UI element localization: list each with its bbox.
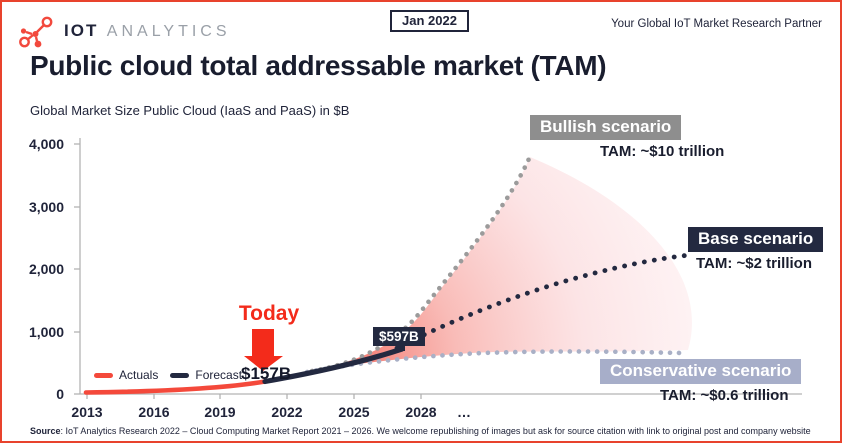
x-tick-2019: 2019 — [204, 404, 236, 420]
y-tick-0: 0 — [56, 386, 64, 402]
today-arrow-icon — [244, 329, 283, 371]
x-tick-2013: 2013 — [71, 404, 103, 420]
y-tick-3000: 3,000 — [28, 199, 64, 215]
forecast-end-value-pointer — [396, 345, 405, 351]
forecast-legend-label: Forecast — [195, 368, 243, 382]
date-badge: Jan 2022 — [390, 10, 469, 32]
today-value-label: $157B — [241, 364, 292, 383]
x-axis-ticks — [86, 394, 422, 399]
forecast-end-value-label: $597B — [373, 327, 425, 346]
brand-name-secondary: ANALYTICS — [106, 23, 231, 40]
x-tick-2025: 2025 — [338, 404, 370, 420]
base-scenario-line — [394, 252, 693, 351]
forecast-line — [262, 346, 405, 385]
base-scenario-label: Base scenario — [688, 227, 824, 252]
source-note: Source: IoT Analytics Research 2022 – Cl… — [30, 426, 830, 436]
chart-legend: Actuals Forecast — [94, 368, 248, 382]
actuals-legend-label: Actuals — [119, 368, 159, 382]
conservative-scenario-label: Conservative scenario — [600, 359, 802, 384]
source-note-label: Source — [30, 426, 61, 436]
x-tick-2022: 2022 — [271, 404, 303, 420]
x-tick-2016: 2016 — [138, 404, 170, 420]
y-tick-4000: 4,000 — [28, 136, 64, 152]
source-note-text: : IoT Analytics Research 2022 – Cloud Co… — [60, 426, 811, 436]
today-label: Today — [238, 302, 300, 325]
x-tick-ellipsis: … — [457, 404, 471, 420]
bullish-tam-label: TAM: ~$10 trillion — [600, 143, 725, 160]
chart-subtitle: Global Market Size Public Cloud (IaaS an… — [30, 103, 350, 118]
y-axis-ticks — [74, 143, 80, 395]
scenario-fan-area — [320, 157, 692, 369]
actuals-line — [83, 379, 268, 395]
conservative-tam-label: TAM: ~$0.6 trillion — [660, 387, 789, 404]
brand-logo: IOT ANALYTICS — [16, 14, 231, 48]
bullish-scenario-label: Bullish scenario — [530, 115, 682, 140]
company-tagline: Your Global IoT Market Research Partner — [611, 18, 822, 30]
base-tam-label: TAM: ~$2 trillion — [696, 255, 812, 272]
page-title: Public cloud total addressable market (T… — [30, 50, 607, 81]
y-tick-1000: 1,000 — [28, 324, 64, 340]
brand-name-primary: IOT — [64, 21, 99, 40]
x-tick-2028: 2028 — [405, 404, 437, 420]
bullish-scenario-line — [309, 151, 534, 374]
y-tick-2000: 2,000 — [28, 261, 64, 277]
molecule-icon — [19, 16, 53, 48]
actuals-legend-swatch — [94, 372, 113, 378]
forecast-legend-swatch — [170, 372, 190, 378]
